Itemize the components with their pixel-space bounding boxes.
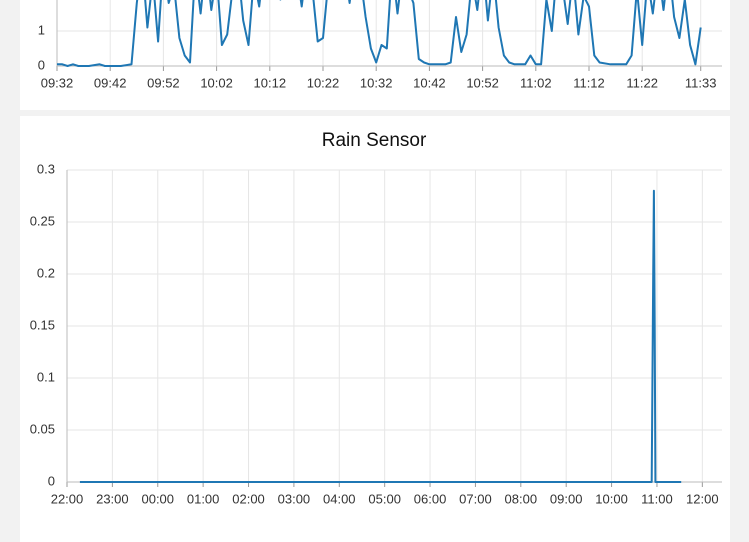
x-tick-label: 07:00 — [459, 491, 492, 506]
card — [20, 0, 730, 110]
chart-title: Rain Sensor — [322, 130, 427, 151]
x-tick-label: 04:00 — [323, 491, 356, 506]
x-tick-label: 08:00 — [505, 491, 538, 506]
y-tick-label: 0.2 — [37, 265, 55, 280]
x-tick-label: 10:02 — [200, 75, 233, 90]
y-tick-label: 0 — [48, 473, 55, 488]
x-tick-label: 00:00 — [141, 491, 174, 506]
x-tick-label: 01:00 — [187, 491, 220, 506]
x-tick-label: 11:33 — [685, 75, 717, 90]
series-line — [79, 189, 682, 483]
x-tick-label: 09:52 — [147, 75, 180, 90]
y-tick-label: 1 — [38, 22, 45, 37]
y-tick-label: 0 — [38, 57, 45, 72]
x-tick-label: 10:42 — [413, 75, 446, 90]
y-tick-label: 0.25 — [30, 213, 55, 228]
x-tick-label: 10:32 — [360, 75, 393, 90]
x-tick-label: 22:00 — [51, 491, 84, 506]
x-tick-label: 03:00 — [278, 491, 311, 506]
x-tick-label: 10:52 — [466, 75, 499, 90]
x-tick-label: 10:00 — [595, 491, 628, 506]
x-tick-label: 10:12 — [254, 75, 287, 90]
x-tick-label: 11:02 — [520, 75, 552, 90]
y-tick-label: 0.3 — [37, 161, 55, 176]
x-tick-label: 02:00 — [232, 491, 265, 506]
x-tick-label: 23:00 — [96, 491, 129, 506]
card — [20, 116, 730, 542]
x-tick-label: 10:22 — [307, 75, 340, 90]
x-tick-label: 09:32 — [41, 75, 74, 90]
y-tick-label: 0.15 — [30, 317, 55, 332]
x-tick-label: 06:00 — [414, 491, 447, 506]
y-tick-label: 0.05 — [30, 421, 55, 436]
x-tick-label: 05:00 — [368, 491, 401, 506]
series-line — [57, 0, 702, 67]
x-tick-label: 11:22 — [626, 75, 658, 90]
x-tick-label: 09:42 — [94, 75, 127, 90]
x-tick-label: 12:00 — [686, 491, 719, 506]
x-tick-label: 09:00 — [550, 491, 583, 506]
x-tick-label: 11:00 — [641, 491, 673, 506]
x-tick-label: 11:12 — [573, 75, 605, 90]
y-tick-label: 0.1 — [37, 369, 55, 384]
